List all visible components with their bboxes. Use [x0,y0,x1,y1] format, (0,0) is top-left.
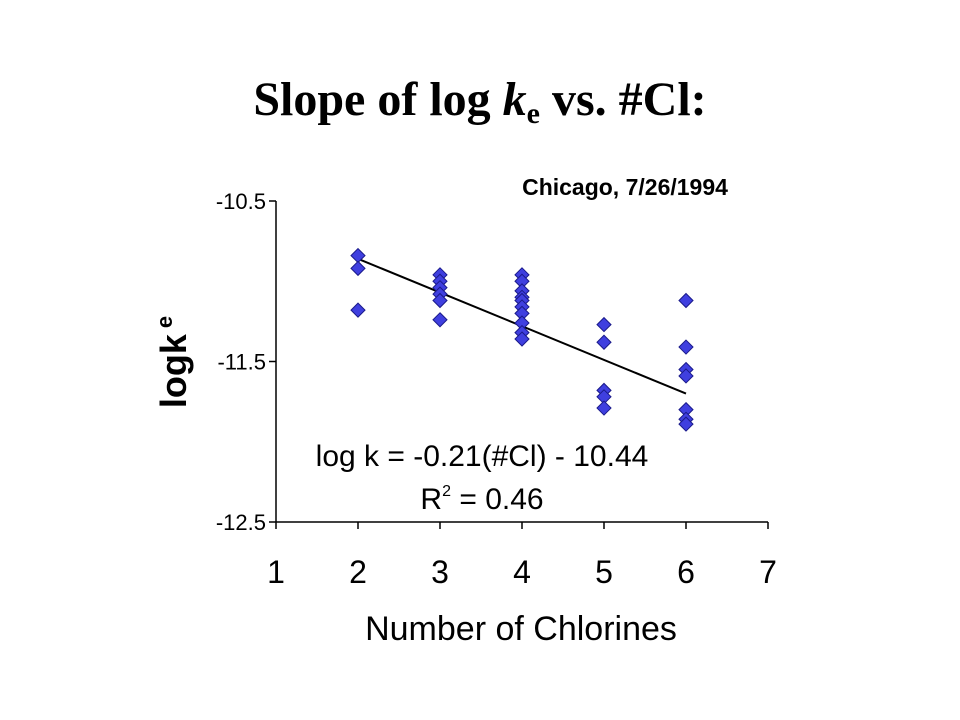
svg-text:logke: logk e [152,316,194,408]
r2-value: = 0.46 [451,483,544,516]
title-text: Slope of log [253,73,503,126]
axes-group [269,200,769,529]
data-point-marker [596,334,612,350]
title-suffix: vs. #Cl: [540,73,707,126]
data-point-marker [596,316,612,333]
data-point-marker [350,260,366,277]
y-tick-labels: -10.5 -11.5 -12.5 [216,189,266,535]
x-tick-label: 6 [677,554,695,590]
r2-superscript: 2 [442,483,451,500]
r2-letter: R [420,483,442,516]
title-variable: k [502,73,527,126]
y-tick-label: -12.5 [216,510,266,535]
data-point-marker [596,400,612,416]
x-tick-label: 3 [431,554,449,590]
data-point-marker [350,302,366,318]
x-tick-label: 4 [513,554,531,590]
data-point-marker [432,312,448,328]
x-tick-label: 7 [759,554,777,590]
x-tick-label: 5 [595,554,613,590]
title-subscript: e [526,97,540,130]
data-points [350,247,694,432]
y-tick-label: -10.5 [216,189,266,214]
slide-title: Slope of log ke vs. #Cl: [0,70,960,130]
y-axis-label-subscript: e [152,316,177,328]
x-tick-labels: 1 2 3 4 5 6 7 [267,554,777,590]
x-axis-label: Number of Chlorines [365,610,677,648]
y-tick-label: -11.5 [217,350,266,375]
x-tick-label: 1 [267,554,285,590]
data-point-marker [678,339,694,355]
x-tick-label: 2 [349,554,367,590]
data-point-marker [432,292,448,309]
data-point-marker [678,416,694,432]
data-point-marker [514,331,530,347]
r-squared-label: R2 = 0.46 [420,483,543,516]
y-axis-label: logk e [152,316,194,408]
data-point-marker [678,368,694,384]
y-axis-label-main: logk [153,333,194,408]
data-point-marker [678,292,694,309]
chart-subtitle: Chicago, 7/26/1994 [522,174,728,200]
equation-label: log k = -0.21(#Cl) - 10.44 [316,440,649,473]
